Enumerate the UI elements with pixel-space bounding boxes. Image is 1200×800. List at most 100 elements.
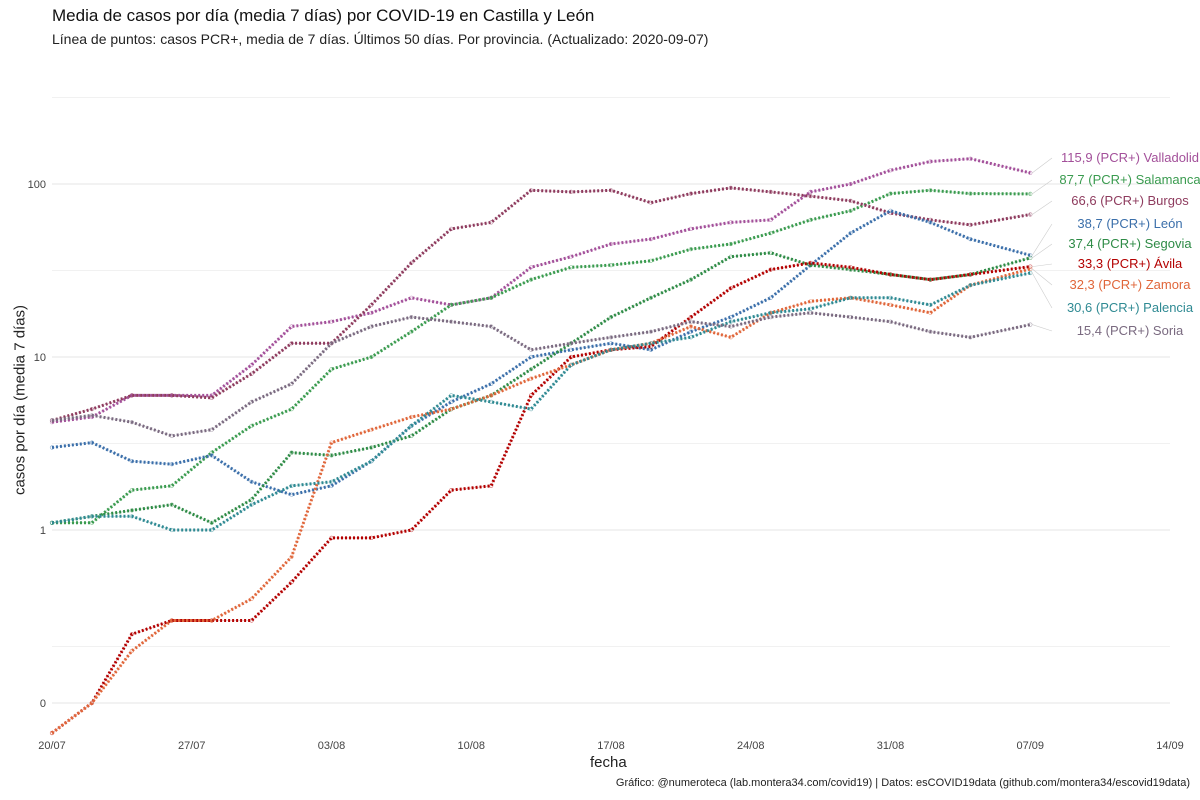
data-point bbox=[888, 302, 893, 308]
data-point bbox=[768, 231, 773, 236]
data-point bbox=[528, 265, 534, 270]
data-point bbox=[848, 267, 853, 272]
data-point bbox=[808, 310, 813, 315]
data-point bbox=[89, 440, 94, 445]
data-point bbox=[1028, 212, 1033, 217]
label-connector bbox=[1031, 223, 1053, 256]
data-point bbox=[768, 295, 773, 300]
data-point bbox=[728, 254, 733, 259]
data-point bbox=[409, 260, 414, 266]
data-point bbox=[129, 420, 134, 425]
data-point bbox=[928, 220, 933, 225]
data-point bbox=[289, 450, 294, 455]
data-point bbox=[49, 730, 55, 736]
series-label-Valladolid: 115,9 (PCR+) Valladolid bbox=[1061, 150, 1199, 165]
x-tick-label: 14/09 bbox=[1156, 740, 1184, 752]
data-point bbox=[449, 393, 454, 398]
series-line-Segovia bbox=[51, 251, 1031, 525]
y-axis-label: casos por día (media 7 días) bbox=[11, 304, 29, 496]
data-point bbox=[329, 483, 334, 488]
data-point bbox=[89, 413, 94, 418]
data-point bbox=[329, 535, 334, 541]
data-point bbox=[209, 520, 214, 525]
data-point bbox=[169, 483, 174, 488]
data-point bbox=[968, 283, 973, 288]
label-connector bbox=[1032, 157, 1053, 174]
x-tick-label: 24/08 bbox=[737, 740, 765, 752]
y-axis-ticks: 0 1 10 100 bbox=[28, 179, 46, 710]
data-point bbox=[928, 302, 933, 308]
data-point bbox=[1028, 191, 1033, 196]
data-point bbox=[449, 407, 454, 412]
data-point bbox=[449, 488, 454, 493]
data-point bbox=[568, 265, 574, 270]
data-point bbox=[49, 418, 55, 423]
series-line-Burgos bbox=[51, 186, 1031, 422]
chart-title: Media de casos por día (media 7 días) po… bbox=[52, 6, 595, 25]
label-connector bbox=[1032, 200, 1053, 215]
data-point bbox=[848, 265, 853, 270]
data-point bbox=[329, 440, 334, 445]
data-point bbox=[688, 324, 694, 329]
series-label-León: 38,7 (PCR+) León bbox=[1077, 216, 1182, 231]
data-point bbox=[568, 362, 574, 368]
data-point bbox=[648, 329, 654, 334]
data-point bbox=[728, 286, 733, 291]
data-point bbox=[528, 376, 534, 381]
data-point bbox=[768, 217, 773, 222]
data-point bbox=[369, 445, 374, 450]
data-point bbox=[968, 272, 973, 277]
x-tick-label: 07/09 bbox=[1016, 740, 1044, 752]
data-point bbox=[528, 354, 534, 360]
x-tick-label: 03/08 bbox=[318, 740, 346, 752]
data-point bbox=[209, 527, 214, 533]
label-connector bbox=[1032, 243, 1053, 259]
data-point bbox=[568, 254, 574, 259]
data-point bbox=[728, 335, 733, 340]
series-line-Soria bbox=[51, 311, 1031, 438]
data-point bbox=[968, 191, 973, 196]
data-point bbox=[249, 618, 254, 623]
data-point bbox=[968, 335, 973, 340]
data-point bbox=[888, 168, 893, 173]
x-tick-label: 17/08 bbox=[597, 740, 625, 752]
data-point bbox=[648, 237, 654, 242]
data-point bbox=[568, 189, 574, 194]
data-point bbox=[1028, 270, 1033, 276]
series-line-León bbox=[51, 209, 1031, 497]
data-point bbox=[528, 407, 534, 412]
data-point bbox=[608, 315, 614, 320]
series-label-Palencia: 30,6 (PCR+) Palencia bbox=[1067, 300, 1194, 315]
data-point bbox=[289, 492, 294, 497]
grid bbox=[52, 97, 1170, 704]
data-point bbox=[1028, 322, 1033, 327]
data-point bbox=[169, 618, 174, 623]
series-raw-line bbox=[51, 268, 1031, 734]
data-point bbox=[528, 367, 534, 372]
data-point bbox=[329, 341, 334, 346]
data-point bbox=[89, 514, 94, 519]
data-point bbox=[808, 194, 813, 199]
data-point bbox=[928, 277, 933, 282]
data-point bbox=[728, 315, 733, 320]
data-point bbox=[409, 414, 414, 420]
series-raw-line bbox=[51, 262, 1031, 734]
data-point bbox=[728, 324, 733, 329]
data-point bbox=[89, 407, 94, 412]
x-tick-label: 10/08 bbox=[457, 740, 485, 752]
data-point bbox=[1028, 170, 1033, 175]
data-point bbox=[409, 315, 414, 320]
data-point bbox=[808, 306, 813, 311]
data-point bbox=[848, 315, 853, 320]
data-point bbox=[568, 354, 574, 360]
data-point bbox=[369, 310, 374, 315]
data-point bbox=[409, 423, 414, 428]
data-point bbox=[528, 188, 534, 193]
series-line-Zamora bbox=[51, 267, 1031, 735]
data-point bbox=[289, 554, 294, 559]
data-point bbox=[369, 427, 374, 432]
data-point bbox=[968, 237, 973, 242]
data-point bbox=[89, 520, 94, 525]
data-point bbox=[129, 508, 134, 513]
